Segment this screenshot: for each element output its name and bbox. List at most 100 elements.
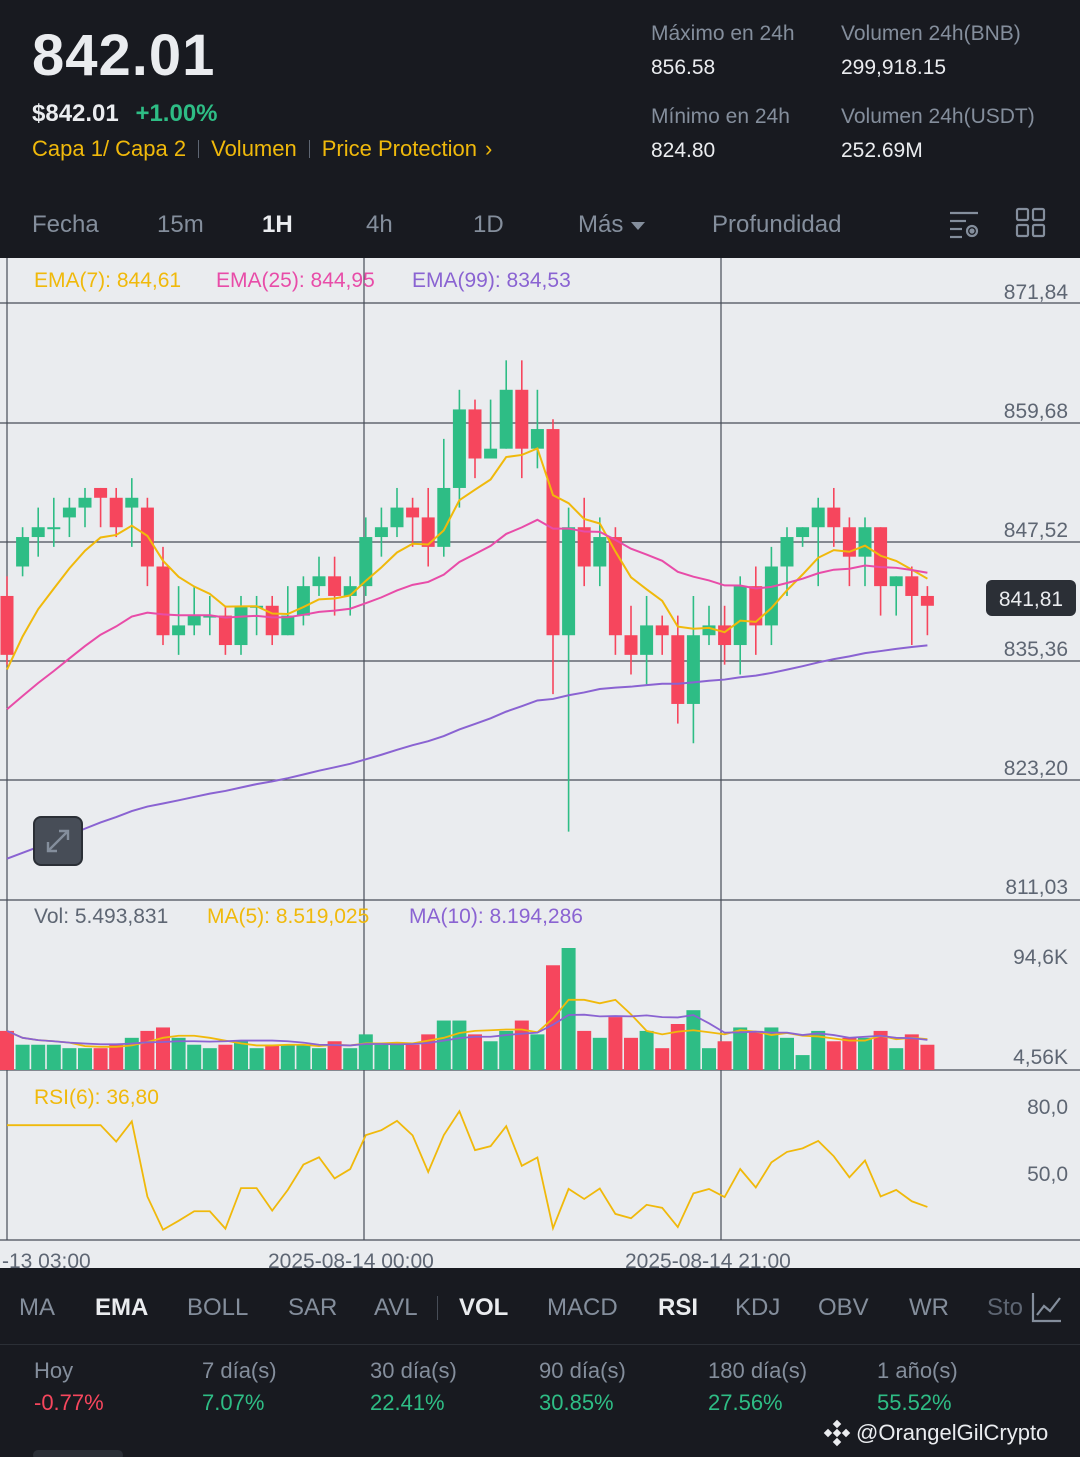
indicator-obv[interactable]: OBV xyxy=(818,1294,869,1321)
candle-body xyxy=(499,389,513,449)
indicator-sto[interactable]: Sto xyxy=(987,1294,1024,1321)
candle-body xyxy=(452,409,466,488)
stat-high: Máximo en 24h 856.58 xyxy=(651,22,795,80)
indicator-sar[interactable]: SAR xyxy=(288,1294,338,1321)
candle-body xyxy=(562,527,576,636)
candle-body xyxy=(218,615,232,646)
perf-label: Hoy xyxy=(34,1358,74,1383)
fullscreen-button[interactable] xyxy=(33,816,83,866)
change-percent: +1.00% xyxy=(135,100,218,127)
volume-bar xyxy=(780,1037,794,1070)
perf-label: 1 año(s) xyxy=(877,1358,958,1383)
volume-bar xyxy=(15,1044,30,1070)
candle-body xyxy=(686,635,700,704)
volume-bar xyxy=(78,1048,92,1070)
candle-body xyxy=(421,517,435,547)
volume-bar xyxy=(140,1030,155,1070)
volume-bar xyxy=(842,1037,857,1070)
candle-body xyxy=(109,497,123,528)
perf-label: 180 día(s) xyxy=(708,1358,808,1383)
candle-body xyxy=(172,625,186,636)
price-tick: 811,03 xyxy=(1005,876,1068,899)
indicator-kdj[interactable]: KDJ xyxy=(735,1294,781,1321)
volume-bar xyxy=(748,1030,763,1070)
chevron-right-icon[interactable]: › xyxy=(485,136,493,161)
legend-ema25: EMA(25): 844,95 xyxy=(216,269,375,292)
candle-body xyxy=(671,635,685,704)
volume-bar xyxy=(499,1030,514,1070)
stat-vol-base: Volumen 24h(BNB) 299,918.15 xyxy=(841,22,1021,80)
volume-bar xyxy=(46,1044,61,1070)
caret-down-icon xyxy=(631,221,646,230)
volume-bar xyxy=(452,1020,467,1070)
tab-1d[interactable]: 1D xyxy=(473,211,504,238)
volume-bar xyxy=(608,1017,623,1070)
candle-body xyxy=(858,527,872,557)
perf-label: 30 día(s) xyxy=(370,1358,457,1383)
candles xyxy=(0,360,934,832)
indicator-settings-icon[interactable] xyxy=(1030,1290,1064,1329)
tab-more[interactable]: Más xyxy=(578,211,646,239)
tab-15m[interactable]: 15m xyxy=(157,211,204,238)
candle-body xyxy=(624,635,638,655)
indicator-ema[interactable]: EMA xyxy=(95,1294,149,1321)
indicator-avl[interactable]: AVL xyxy=(374,1294,418,1321)
volume-bar xyxy=(436,1020,451,1070)
indicator-macd[interactable]: MACD xyxy=(547,1294,618,1321)
volume-bar xyxy=(187,1044,202,1070)
indicator-ma[interactable]: MA xyxy=(19,1294,55,1321)
candle-body xyxy=(359,537,373,587)
volume-bar xyxy=(670,1024,685,1070)
volume-bars xyxy=(0,948,935,1070)
candle-body xyxy=(390,507,404,528)
tab-fecha[interactable]: Fecha xyxy=(32,211,99,238)
tab-more-label: Más xyxy=(578,211,624,238)
chart-settings-icon[interactable] xyxy=(948,207,982,246)
kline-svg[interactable]: EMA(7): 844,61 EMA(25): 844,95 EMA(99): … xyxy=(0,258,1080,1268)
ema7-line xyxy=(6,447,928,671)
volume-bar xyxy=(514,1020,529,1070)
price-tick: 835,36 xyxy=(1004,638,1068,661)
tab-1h[interactable]: 1H xyxy=(262,211,293,238)
perf-180d: 180 día(s) 27.56% xyxy=(708,1358,807,1416)
tag-volume[interactable]: Volumen xyxy=(211,136,297,161)
current-price-tag: 841,81 xyxy=(986,580,1076,616)
tag-price-protection[interactable]: Price Protection xyxy=(321,136,478,161)
perf-today: Hoy -0.77% xyxy=(34,1358,104,1416)
ema99-line xyxy=(6,644,928,860)
legend-vol-ma10: MA(10): 8.194,286 xyxy=(409,905,583,928)
volume-bar xyxy=(0,1030,14,1070)
kline-chart[interactable]: EMA(7): 844,61 EMA(25): 844,95 EMA(99): … xyxy=(0,258,1080,1268)
indicator-tabs: MA EMA BOLL SAR AVL VOL MACD RSI KDJ OBV… xyxy=(0,1268,1080,1345)
tab-depth[interactable]: Profundidad xyxy=(712,211,842,238)
perf-value: -0.77% xyxy=(34,1390,104,1415)
price-tick: 871,84 xyxy=(1004,281,1069,304)
volume-bar xyxy=(156,1027,170,1070)
layout-grid-icon[interactable] xyxy=(1015,207,1047,244)
tab-4h[interactable]: 4h xyxy=(366,211,393,238)
indicator-rsi[interactable]: RSI xyxy=(658,1294,699,1321)
drawer-handle[interactable] xyxy=(33,1450,123,1457)
vol-ma5-line xyxy=(6,998,928,1048)
volume-bar xyxy=(904,1034,919,1070)
interval-tabs: Fecha 15m 1H 4h 1D Más Profundidad xyxy=(0,195,1080,258)
perf-1y: 1 año(s) 55.52% xyxy=(877,1358,958,1416)
perf-90d: 90 día(s) 30.85% xyxy=(539,1358,626,1416)
volume-tick: 94,6K xyxy=(1013,946,1068,969)
volume-bar xyxy=(889,1048,904,1070)
indicator-vol[interactable]: VOL xyxy=(459,1294,509,1321)
tag-layer[interactable]: Capa 1/ Capa 2 xyxy=(32,136,187,161)
legend-vol: Vol: 5.493,831 xyxy=(34,905,168,928)
stat-vol-base-label: Volumen 24h(BNB) xyxy=(841,22,1021,45)
candle-body xyxy=(796,527,810,538)
volume-bar xyxy=(655,1048,670,1070)
indicator-boll[interactable]: BOLL xyxy=(187,1294,249,1321)
perf-value: 22.41% xyxy=(370,1390,445,1415)
binance-logo-icon xyxy=(823,1419,851,1447)
indicator-wr[interactable]: WR xyxy=(909,1294,949,1321)
ema25-line xyxy=(6,518,928,710)
volume-bar xyxy=(343,1048,358,1070)
volume-bar xyxy=(265,1044,280,1070)
tag-divider xyxy=(308,140,310,158)
volume-bar xyxy=(31,1044,46,1070)
